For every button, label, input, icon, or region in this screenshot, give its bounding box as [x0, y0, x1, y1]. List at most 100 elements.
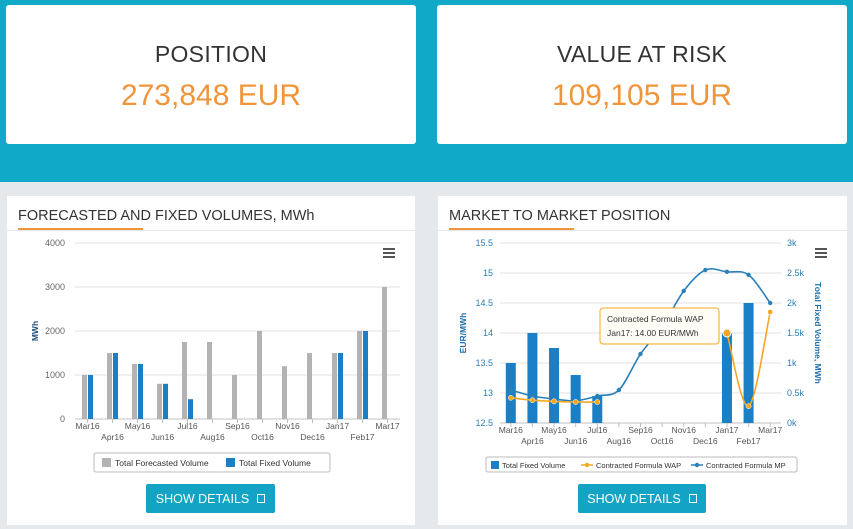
x-tick-label: Jun16	[564, 436, 587, 446]
y-tick-label: 0	[60, 414, 65, 424]
fixed-volume-bar	[743, 303, 754, 423]
external-link-icon	[257, 494, 266, 503]
external-link-icon	[688, 494, 697, 503]
mp-point	[681, 288, 686, 294]
forecast-bar	[232, 375, 237, 419]
legend-box	[485, 456, 798, 473]
value-at-risk-title: VALUE AT RISK	[556, 41, 728, 67]
wap-point	[594, 399, 601, 405]
title-underline	[18, 228, 143, 230]
tooltip-series: Contracted Formula WAP	[607, 314, 704, 324]
forecast-bar	[332, 353, 337, 419]
mtm-panel-title: MARKET TO MARKET POSITION	[449, 208, 671, 224]
x-tick-label: Dec16	[693, 436, 718, 446]
y-tick-label: 4000	[45, 238, 65, 248]
x-tick-label: May16	[541, 425, 567, 435]
x-tick-label: Jan17	[326, 421, 349, 431]
legend-label: Contracted Formula MP	[706, 461, 786, 470]
y-left-tick-label: 14	[483, 328, 493, 338]
show-details-label: SHOW DETAILS	[587, 491, 681, 506]
legend-marker	[584, 462, 590, 468]
fixed-bar	[338, 353, 343, 419]
y-right-tick-label: 2k	[787, 298, 797, 308]
legend-marker	[694, 462, 700, 468]
show-details-button[interactable]: SHOW DETAILS	[146, 484, 275, 513]
x-tick-label: Jul16	[177, 421, 198, 431]
wap-point	[507, 394, 514, 401]
x-tick-label: Mar17	[758, 425, 782, 435]
volumes-chart: 0 1000 2000 3000 4000 MWh Mar16Apr16May16Jun16…	[30, 238, 400, 473]
x-tick-label: Oct16	[251, 432, 274, 442]
x-tick-label: Nov16	[671, 425, 696, 435]
x-tick-label: Aug16	[607, 436, 632, 446]
y-right-tick-label: 0k	[787, 418, 797, 428]
fixed-volume-bar	[527, 333, 538, 423]
wap-point	[745, 403, 752, 410]
y-left-tick-label: 14.5	[475, 298, 493, 308]
x-tick-label: Sep16	[225, 421, 250, 431]
show-details-button[interactable]: SHOW DETAILS	[578, 484, 706, 513]
x-tick-label: Jun16	[151, 432, 174, 442]
mp-point	[595, 393, 600, 399]
legend-swatch	[491, 461, 499, 469]
tooltip	[599, 307, 720, 345]
x-tick-label: Sep16	[628, 425, 653, 435]
forecast-bar	[257, 331, 262, 419]
mp-point	[746, 272, 751, 277]
legend-label: Total Fixed Volume	[239, 458, 311, 468]
legend-swatch	[226, 458, 235, 467]
y-left-tick-label: 13.5	[475, 358, 493, 368]
forecast-bar	[157, 383, 162, 419]
forecast-bar	[107, 353, 112, 419]
forecast-bar	[382, 287, 387, 419]
fixed-volume-bar	[721, 333, 732, 423]
divider	[438, 230, 847, 231]
x-tick-label: Mar16	[499, 425, 523, 435]
fixed-bar	[163, 383, 168, 419]
forecast-bar	[132, 364, 137, 419]
mp-point	[530, 393, 535, 399]
x-tick-label: May16	[125, 421, 151, 431]
y-left-tick-label: 15.5	[475, 238, 493, 248]
x-tick-label: Nov16	[275, 421, 300, 431]
forecast-bar	[357, 331, 362, 419]
hamburger-icon[interactable]	[815, 248, 827, 258]
wap-point	[722, 328, 732, 338]
forecast-bar	[307, 353, 312, 419]
x-tick-label: Apr16	[521, 436, 544, 446]
y-right-tick-label: 1.5k	[787, 328, 805, 338]
y-right-tick-label: 0.5k	[787, 388, 805, 398]
y-tick-label: 3000	[45, 282, 65, 292]
mp-point	[638, 351, 643, 357]
title-underline	[449, 228, 574, 230]
value-at-risk-card: VALUE AT RISK 109,105 EUR	[437, 5, 847, 144]
wap-point	[529, 397, 536, 404]
x-tick-label: Aug16	[200, 432, 225, 442]
y-right-tick-label: 1k	[787, 358, 797, 368]
legend-label: Contracted Formula WAP	[596, 461, 681, 470]
x-tick-label: Feb17	[350, 432, 374, 442]
fixed-bar	[88, 375, 93, 419]
y-left-tick-label: 13	[483, 388, 493, 398]
x-tick-label: Mar17	[375, 421, 399, 431]
y-right-tick-label: 2.5k	[787, 268, 805, 278]
y-left-axis-title: EUR/MWh	[458, 313, 468, 354]
x-tick-label: Apr16	[101, 432, 124, 442]
mp-point	[703, 267, 708, 273]
mp-point	[724, 269, 730, 274]
y-left-tick-label: 15	[483, 268, 493, 278]
fixed-bar	[113, 353, 118, 419]
fixed-bar	[188, 399, 193, 419]
show-details-label: SHOW DETAILS	[155, 491, 250, 506]
wap-point	[767, 309, 774, 315]
position-value: 273,848 EUR	[120, 79, 302, 112]
forecast-bar	[82, 375, 87, 419]
position-card: POSITION 273,848 EUR	[6, 5, 416, 144]
mp-point	[767, 300, 773, 306]
fixed-volume-bar	[505, 363, 516, 423]
legend-label: Total Fixed Volume	[502, 461, 565, 470]
x-tick-label: Dec16	[300, 432, 325, 442]
value-at-risk-value: 109,105 EUR	[551, 79, 733, 112]
hamburger-icon[interactable]	[383, 248, 395, 258]
volumes-panel-title: FORECASTED AND FIXED VOLUMES, MWh	[18, 208, 315, 224]
